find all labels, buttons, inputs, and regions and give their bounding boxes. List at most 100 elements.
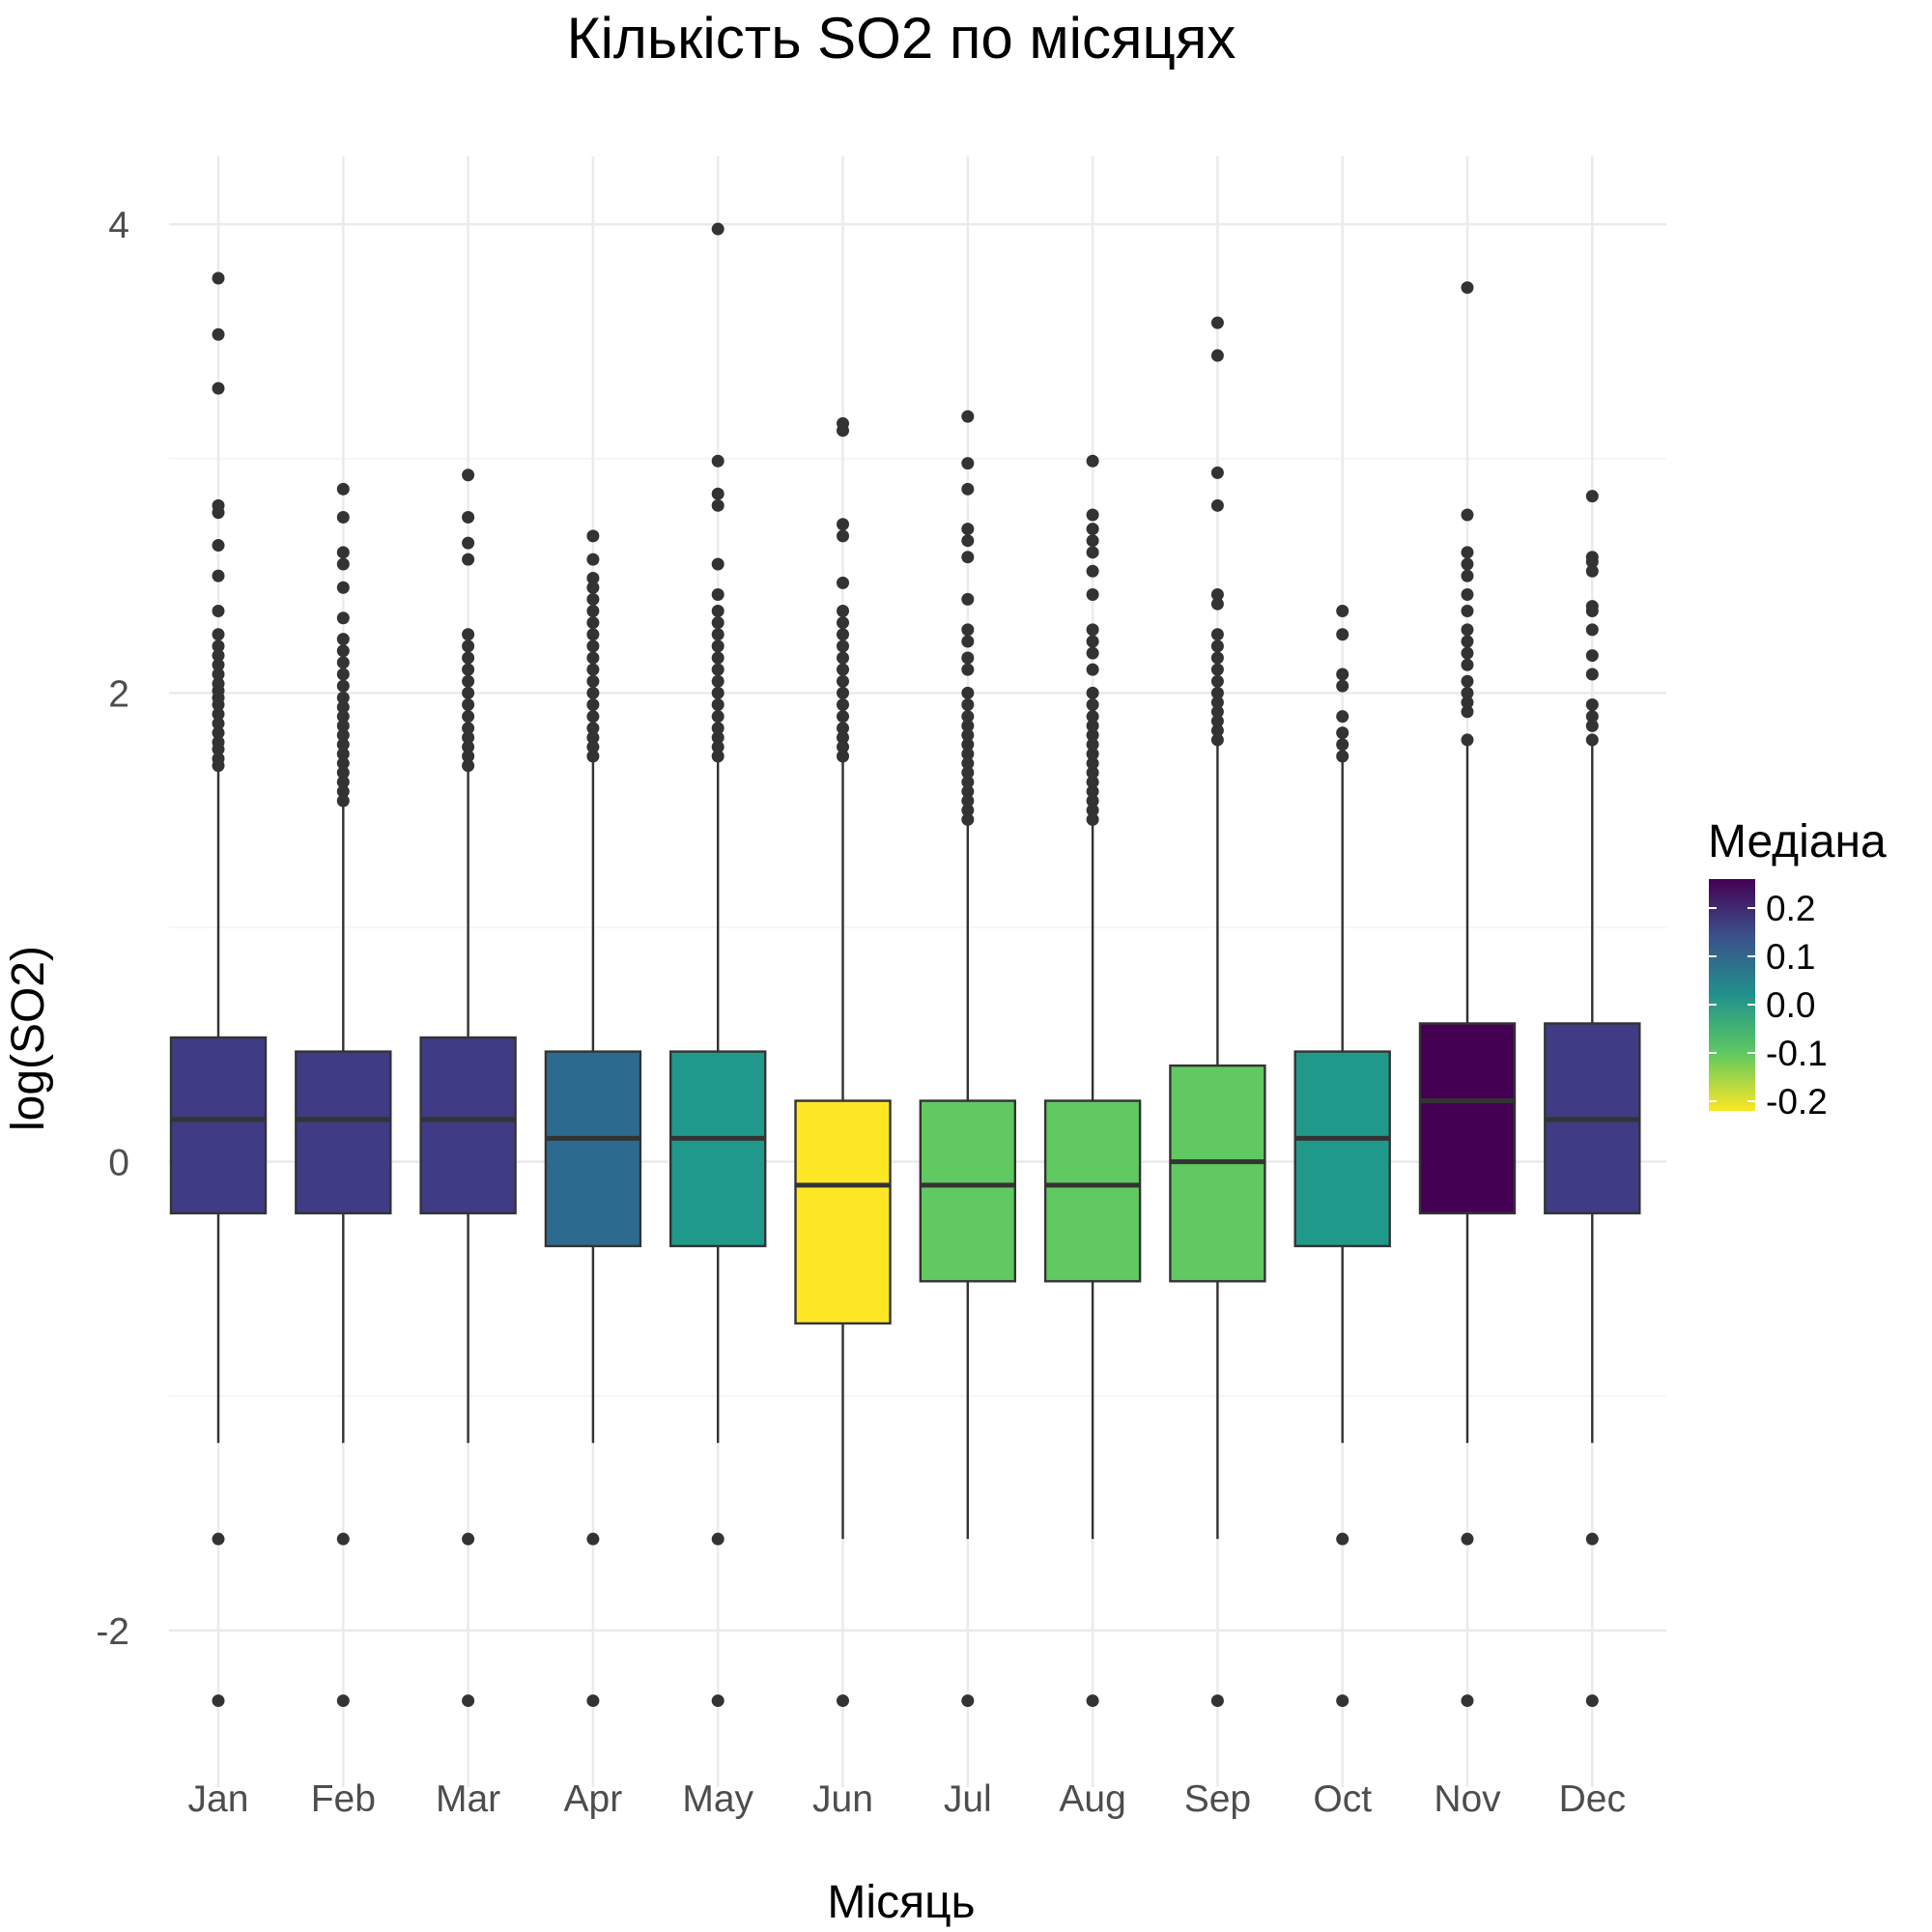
- legend-tick-label: -0.2: [1766, 1082, 1828, 1122]
- outlier-point: [1210, 597, 1224, 611]
- legend-ticks: 0.2 0.1 0.0 -0.1 -0.2: [1709, 889, 1828, 1122]
- outlier-point: [837, 1694, 849, 1708]
- outlier-point: [837, 651, 849, 665]
- outlier-point: [1585, 698, 1599, 712]
- outlier-point: [1086, 719, 1099, 732]
- outlier-point: [1461, 733, 1474, 747]
- legend-tick-label: 0.1: [1766, 937, 1815, 977]
- outlier-point: [1086, 534, 1099, 548]
- outlier-point: [961, 784, 975, 798]
- outlier-point: [1336, 726, 1350, 740]
- outlier-point: [1336, 668, 1350, 681]
- outlier-point: [1086, 508, 1099, 522]
- outlier-point: [961, 523, 975, 536]
- outlier-point: [1086, 663, 1099, 676]
- box-oct: [1293, 604, 1391, 1708]
- outlier-point: [336, 679, 350, 693]
- outlier-point: [837, 576, 849, 589]
- outlier-point: [837, 628, 849, 641]
- outlier-point: [1585, 649, 1599, 663]
- outlier-point: [1086, 564, 1099, 578]
- outlier-point: [212, 717, 225, 730]
- outlier-point: [837, 740, 849, 753]
- outlier-point: [1336, 604, 1350, 617]
- outlier-point: [586, 529, 600, 543]
- box-nov: [1418, 281, 1517, 1708]
- outlier-point: [212, 707, 225, 721]
- outlier-point: [1585, 1532, 1599, 1546]
- x-tick-label: Jun: [812, 1778, 873, 1820]
- outlier-point: [837, 529, 849, 543]
- outlier-point: [961, 728, 975, 742]
- outlier-point: [711, 222, 724, 236]
- outlier-point: [1210, 466, 1224, 479]
- outlier-point: [1336, 750, 1350, 763]
- box-may: [669, 222, 767, 1708]
- outlier-point: [837, 518, 849, 531]
- outlier-point: [336, 766, 350, 780]
- box-mar: [419, 469, 517, 1708]
- outlier-point: [837, 674, 849, 688]
- outlier-point: [212, 604, 225, 617]
- x-tick-label: Jul: [944, 1778, 992, 1820]
- box-body: [419, 1036, 517, 1215]
- outlier-point: [1585, 668, 1599, 681]
- outlier-point: [336, 633, 350, 646]
- outlier-point: [711, 498, 724, 512]
- outlier-point: [1461, 546, 1474, 559]
- outlier-point: [837, 730, 849, 744]
- legend: Медіана 0.2 0.1 0.0 -0.1 -0.2: [1708, 816, 1887, 1122]
- outlier-point: [462, 710, 475, 724]
- outlier-point: [212, 752, 225, 765]
- outlier-point: [336, 482, 350, 496]
- outlier-point: [336, 656, 350, 669]
- outlier-point: [336, 747, 350, 760]
- outlier-point: [1210, 588, 1224, 602]
- outlier-point: [1461, 1694, 1474, 1708]
- outlier-point: [1210, 639, 1224, 653]
- x-tick-label: Mar: [436, 1778, 500, 1820]
- outlier-point: [1336, 628, 1350, 641]
- outlier-point: [212, 327, 225, 341]
- outlier-point: [1210, 349, 1224, 362]
- outlier-point: [1461, 696, 1474, 709]
- outlier-point: [1336, 679, 1350, 693]
- outlier-point: [711, 1694, 724, 1708]
- outlier-point: [212, 668, 225, 681]
- outlier-point: [1086, 454, 1099, 468]
- outlier-point: [336, 557, 350, 571]
- outlier-point: [1210, 316, 1224, 329]
- outlier-point: [711, 557, 724, 571]
- box-feb: [295, 482, 392, 1708]
- outlier-point: [336, 776, 350, 789]
- outlier-point: [336, 611, 350, 625]
- outlier-point: [711, 651, 724, 665]
- outlier-point: [1461, 508, 1474, 522]
- outlier-point: [711, 750, 724, 763]
- outlier-point: [837, 686, 849, 699]
- outlier-point: [212, 539, 225, 553]
- outlier-point: [586, 553, 600, 566]
- outlier-point: [1210, 733, 1224, 747]
- chart-title: Кількість SO2 по місяцях: [567, 6, 1236, 71]
- outlier-point: [711, 487, 724, 500]
- outlier-point: [961, 766, 975, 780]
- outlier-point: [961, 534, 975, 548]
- outlier-point: [462, 510, 475, 524]
- outlier-point: [1585, 623, 1599, 637]
- outlier-point: [837, 616, 849, 630]
- outlier-point: [711, 663, 724, 676]
- box-body: [1418, 1022, 1517, 1215]
- outlier-point: [1461, 623, 1474, 637]
- outlier-point: [212, 677, 225, 691]
- outlier-point: [1461, 635, 1474, 648]
- outlier-point: [1210, 715, 1224, 728]
- outlier-point: [462, 750, 475, 763]
- outlier-point: [1086, 794, 1099, 808]
- outlier-point: [1336, 710, 1350, 724]
- outlier-point: [1461, 686, 1474, 699]
- outlier-point: [462, 1532, 475, 1546]
- outlier-point: [336, 691, 350, 704]
- outlier-point: [1086, 623, 1099, 637]
- outlier-point: [586, 1532, 600, 1546]
